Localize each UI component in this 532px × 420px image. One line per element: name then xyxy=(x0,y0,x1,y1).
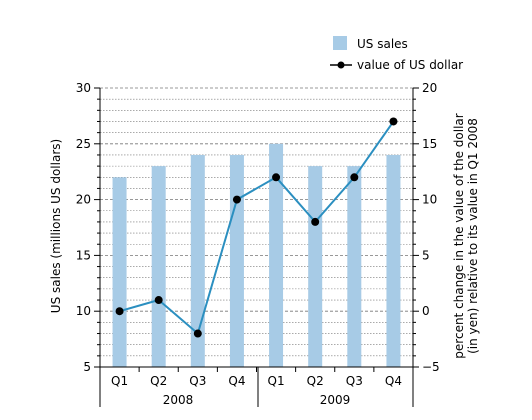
bar-q4-2008 xyxy=(229,154,244,367)
category-label-q2-2008: Q2 xyxy=(150,374,167,388)
left-tick-label: 15 xyxy=(76,248,91,262)
category-label-q3-2009: Q3 xyxy=(346,374,363,388)
legend-swatch-us-sales xyxy=(333,36,347,50)
category-label-q1-2009: Q1 xyxy=(268,374,285,388)
bar-q1-2009 xyxy=(269,143,284,367)
right-tick-label: 0 xyxy=(422,304,430,318)
legend: US sales value of US dollar xyxy=(330,36,463,72)
dollar-value-point-q1-2009 xyxy=(272,173,281,182)
grid-lines xyxy=(100,87,413,357)
dollar-value-polyline xyxy=(119,120,395,336)
left-tick-label: 20 xyxy=(76,193,91,207)
dollar-value-point-q1-2008 xyxy=(115,307,124,316)
dollar-value-point-q4-2008 xyxy=(232,195,241,204)
bar-q2-2008 xyxy=(151,166,166,367)
right-axis-title-line2: (in yen) relative to its value in Q1 200… xyxy=(466,118,480,354)
year-label-2009: 2009 xyxy=(320,393,351,407)
dollar-value-point-q2-2008 xyxy=(154,296,163,305)
bar-q3-2008 xyxy=(190,154,205,367)
dollar-value-point-q4-2009 xyxy=(389,117,398,126)
bar-q2-2009 xyxy=(308,166,323,367)
bar-q1-2008 xyxy=(112,177,127,367)
bar-q3-2009 xyxy=(347,166,362,367)
category-label-q2-2009: Q2 xyxy=(307,374,324,388)
category-label-q3-2008: Q3 xyxy=(189,374,206,388)
legend-label-us-sales: US sales xyxy=(357,37,408,51)
bars xyxy=(112,143,401,367)
dollar-value-point-q2-2009 xyxy=(311,217,320,226)
legend-marker-swatch xyxy=(337,61,345,69)
left-tick-label: 5 xyxy=(83,360,91,374)
left-tick-label: 30 xyxy=(76,81,91,95)
year-label-2008: 2008 xyxy=(163,393,194,407)
category-label-q4-2008: Q4 xyxy=(228,374,245,388)
left-tick-label: 10 xyxy=(76,304,91,318)
right-tick-label: 10 xyxy=(422,193,437,207)
legend-label-dollar-value: value of US dollar xyxy=(357,58,463,72)
right-tick-label: 15 xyxy=(422,137,437,151)
dollar-value-point-q3-2008 xyxy=(193,329,202,338)
dollar-value-point-q3-2009 xyxy=(350,173,359,182)
right-tick-label: 20 xyxy=(422,81,437,95)
category-label-q1-2008: Q1 xyxy=(111,374,128,388)
left-axis-title: US sales (millions US dollars) xyxy=(49,139,63,313)
right-tick-label: −5 xyxy=(422,360,440,374)
dollar-value-line xyxy=(115,117,398,338)
left-tick-label: 25 xyxy=(76,137,91,151)
axes: 5 10 15 20 25 30 −5 0 5 10 15 20 Q1 Q2 Q3 Q4 Q1 Q2 Q3 Q4 xyxy=(76,81,440,407)
bar-q4-2009 xyxy=(386,154,401,367)
right-axis-title-line1: percent change in the value of the dolla… xyxy=(452,113,466,358)
category-label-q4-2009: Q4 xyxy=(385,374,402,388)
right-tick-label: 5 xyxy=(422,248,430,262)
